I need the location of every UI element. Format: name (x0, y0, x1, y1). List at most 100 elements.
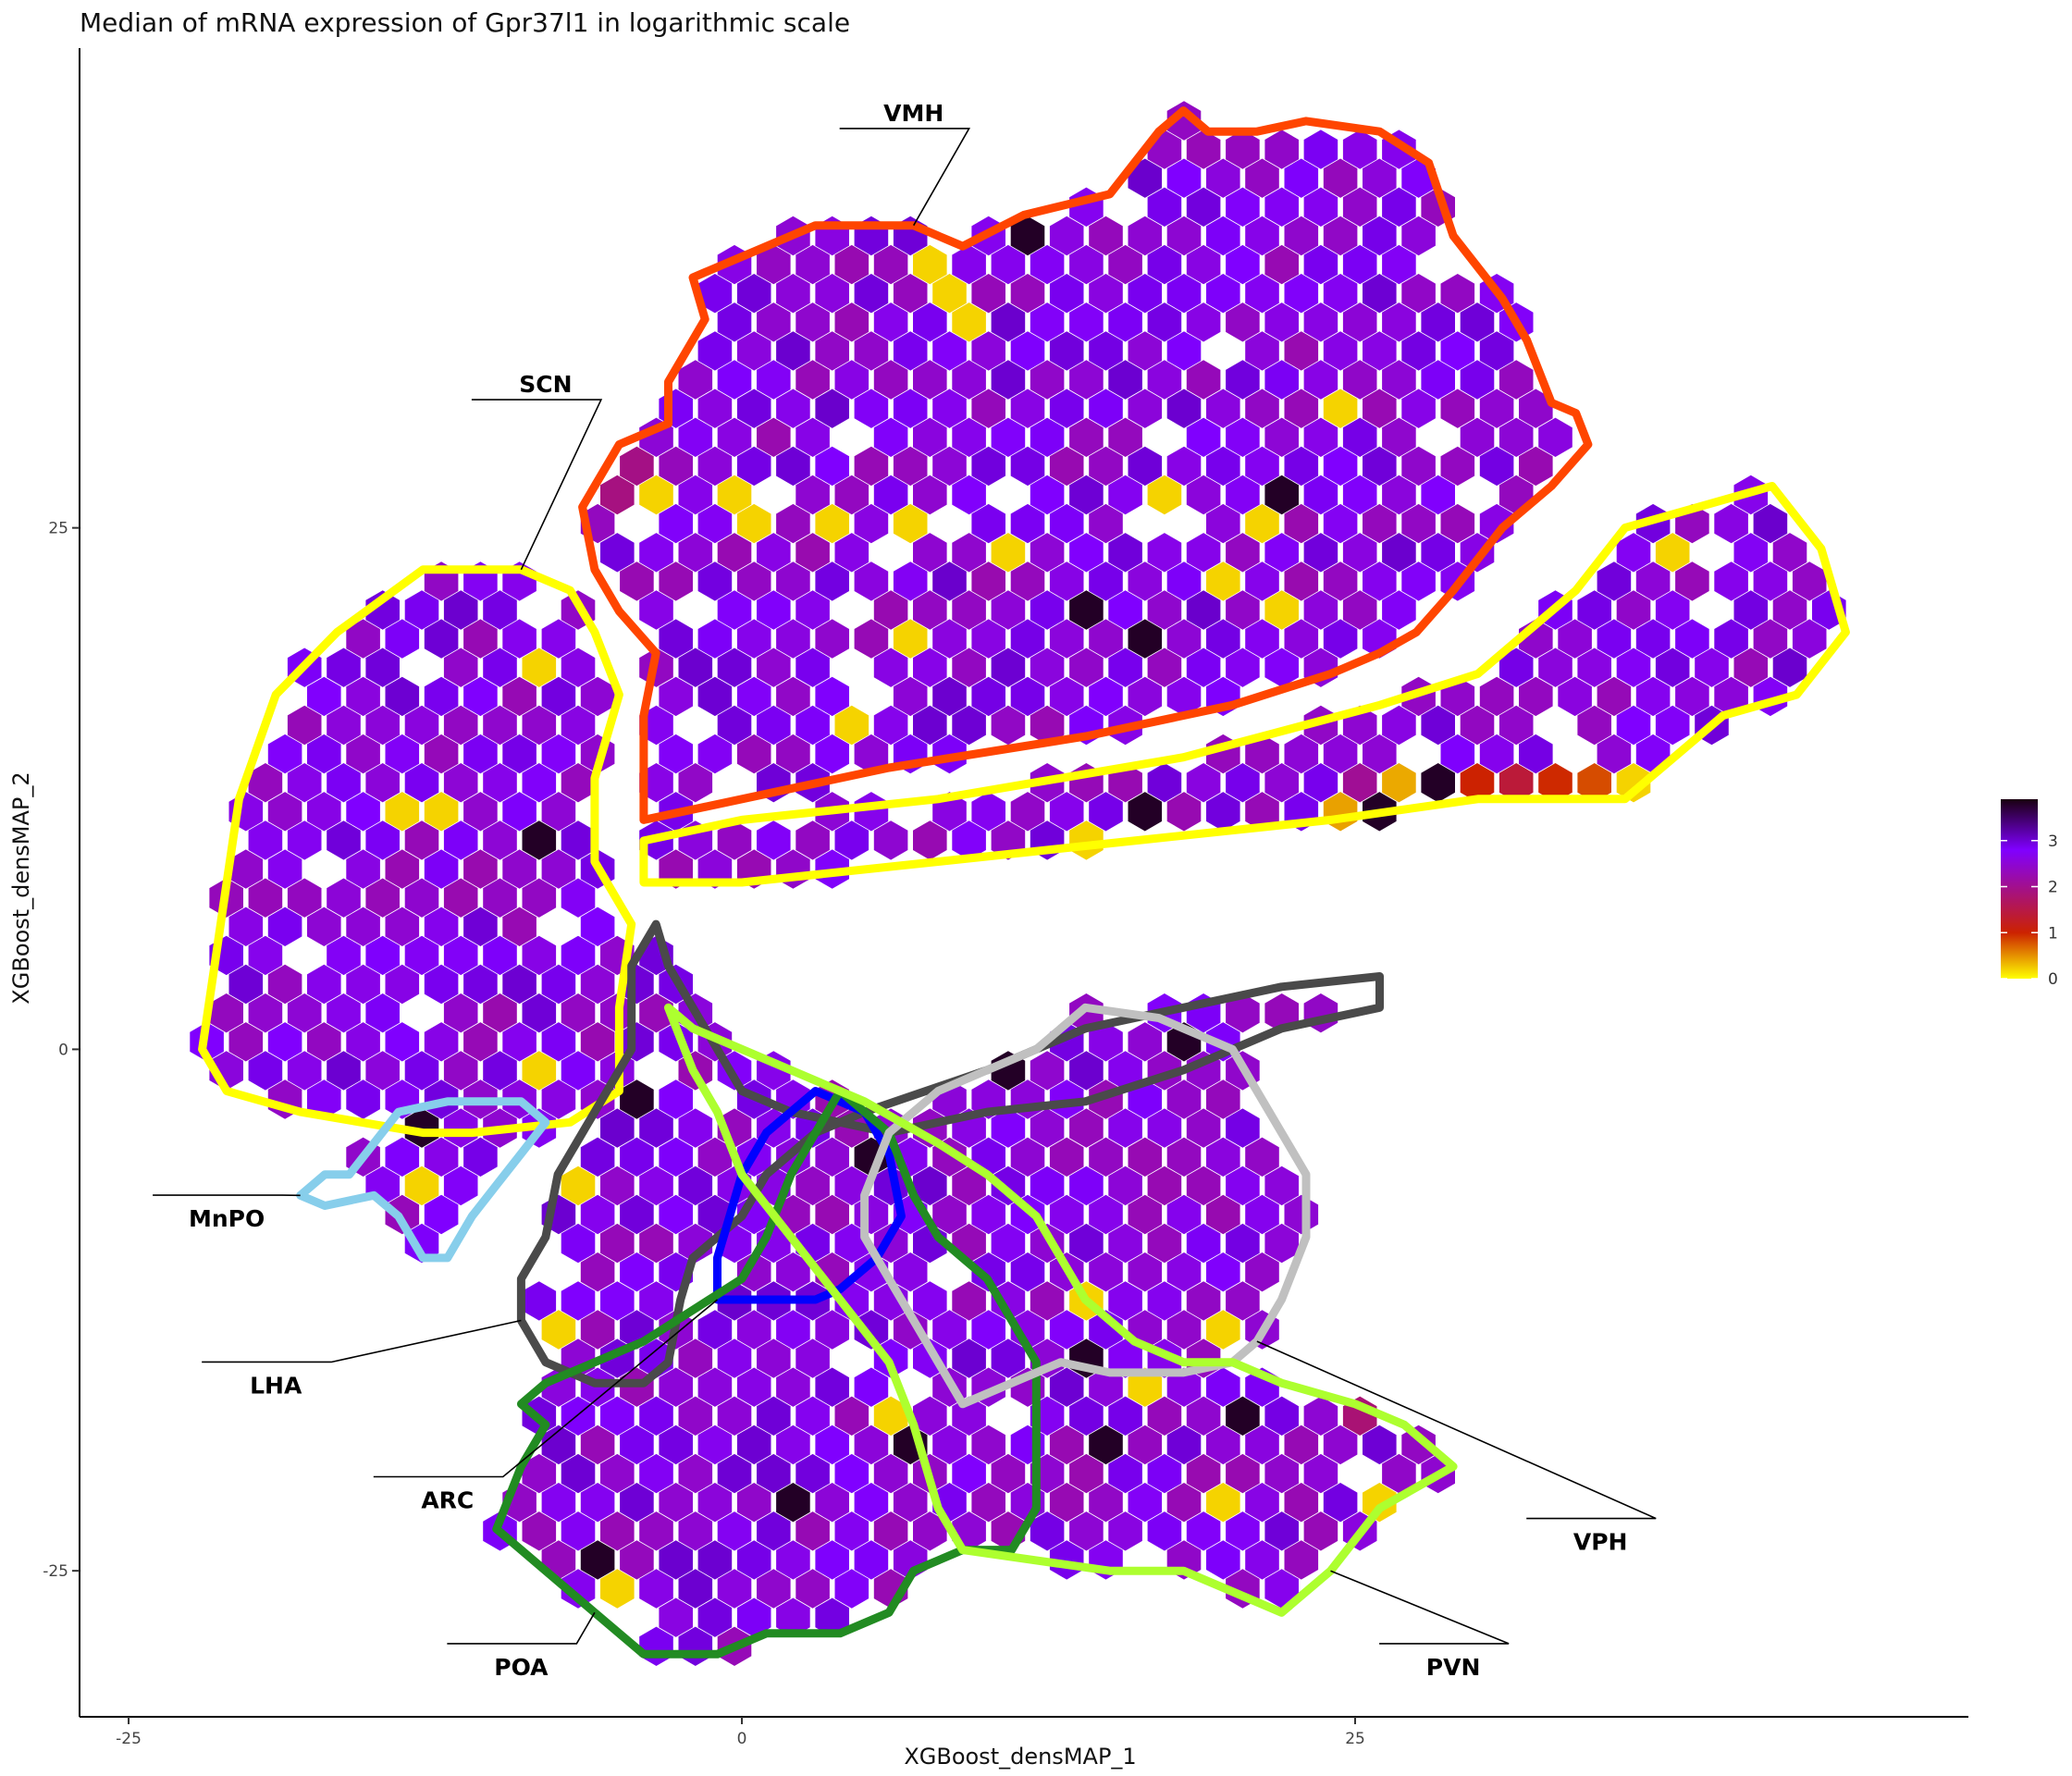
hex-cell (1206, 1483, 1240, 1523)
y-axis-title: XGBoost_densMAP_2 (8, 771, 34, 1004)
hex-cell (424, 1022, 459, 1062)
hex-cell (932, 1310, 967, 1350)
hex-cell (502, 676, 536, 717)
hex-cell (580, 1483, 615, 1523)
hex-cell (1069, 590, 1104, 630)
hex-cell (1049, 619, 1084, 659)
hex-cell (1303, 533, 1338, 573)
hex-cell (267, 792, 302, 832)
hex-cell (971, 1483, 1005, 1523)
hex-cell (267, 964, 302, 1005)
region-label-lha: LHA (250, 1373, 302, 1400)
hex-cell (1498, 648, 1534, 687)
hex-cell (424, 676, 459, 717)
hex-cell (1226, 590, 1260, 630)
hex-cell (815, 446, 849, 487)
hex-cell (1186, 1453, 1221, 1494)
hex-cell (932, 561, 967, 601)
hex-cell (1772, 590, 1807, 630)
hex-cell (697, 1310, 733, 1350)
hex-cell (736, 503, 771, 544)
hex-cell (365, 1051, 400, 1091)
hex-cell (815, 619, 849, 659)
hex-cell (1147, 475, 1182, 515)
hex-cell (1128, 388, 1163, 428)
hex-cell (932, 676, 967, 717)
hex-cell (1206, 1079, 1240, 1119)
hex-cell (1089, 676, 1123, 717)
hex-cell (678, 1108, 713, 1148)
hex-cell (971, 792, 1005, 832)
hex-cell (757, 648, 791, 687)
hex-cell (365, 935, 400, 976)
hex-cell (346, 906, 380, 946)
hex-cell (1128, 216, 1163, 256)
hex-cell (1323, 1424, 1358, 1465)
hex-cell (1030, 1166, 1065, 1206)
hex-cell (1030, 475, 1065, 515)
hex-cell (834, 1396, 870, 1436)
hex-cell (1284, 216, 1319, 256)
hex-cell (913, 590, 947, 630)
hex-cell (463, 676, 498, 717)
hex-cell (796, 648, 830, 687)
hex-cell (1382, 763, 1416, 803)
hex-cell (522, 1051, 557, 1091)
hex-cell (1108, 1166, 1142, 1206)
hex-cell (952, 820, 986, 860)
hex-cell (678, 1396, 713, 1436)
hex-cell (952, 1338, 986, 1378)
hex-cell (717, 1396, 752, 1436)
hex-cell (1069, 1511, 1104, 1551)
hex-cell (1264, 475, 1299, 515)
hex-cell (1245, 503, 1279, 544)
hex-cell (1186, 244, 1221, 285)
hex-cell (913, 820, 947, 860)
hex-cell (1519, 676, 1553, 717)
hex-cell (932, 1424, 967, 1465)
hex-cell (1245, 792, 1279, 832)
hex-cell (1519, 388, 1553, 428)
hex-cell (1206, 388, 1240, 428)
hex-cell (854, 1483, 889, 1523)
hex-cell (639, 1108, 673, 1148)
hex-cell (757, 417, 791, 457)
hex-cell (1597, 619, 1632, 659)
hex-cell (1264, 360, 1299, 400)
hex-cell (952, 533, 986, 573)
hex-cell (502, 964, 536, 1005)
hex-cell (1440, 388, 1475, 428)
hex-cell (1323, 734, 1358, 774)
hex-cell (502, 619, 536, 659)
hex-cell (1655, 648, 1690, 687)
hex-cell (893, 388, 928, 428)
hex-cell (1635, 619, 1671, 659)
hex-cell (639, 1453, 673, 1494)
hex-cell (1128, 1137, 1163, 1177)
hex-cell (697, 1597, 733, 1637)
hex-cell (1166, 101, 1202, 141)
hex-cell (678, 533, 713, 573)
hex-cell (991, 1223, 1026, 1264)
hex-cell (424, 792, 459, 832)
hex-cell (873, 360, 908, 400)
hex-cell (717, 1453, 752, 1494)
hex-cell (1421, 705, 1455, 746)
hex-cell (1128, 676, 1163, 717)
hex-cell (1206, 503, 1240, 544)
hex-cell (561, 993, 596, 1033)
hex-cell (1089, 274, 1123, 314)
hex-cell (776, 1540, 810, 1580)
hex-cell (659, 676, 693, 717)
hex-cell (1226, 475, 1260, 515)
hex-cell (1010, 676, 1045, 717)
hex-cell (1128, 619, 1163, 659)
hex-cell (522, 648, 557, 687)
hex-cell (776, 1483, 810, 1523)
hex-cell (1382, 533, 1416, 573)
hex-cell (307, 734, 341, 774)
hex-cell (834, 1166, 870, 1206)
hex-cell (1714, 503, 1748, 544)
hex-cell (1147, 244, 1182, 285)
hex-cell (1323, 503, 1358, 544)
